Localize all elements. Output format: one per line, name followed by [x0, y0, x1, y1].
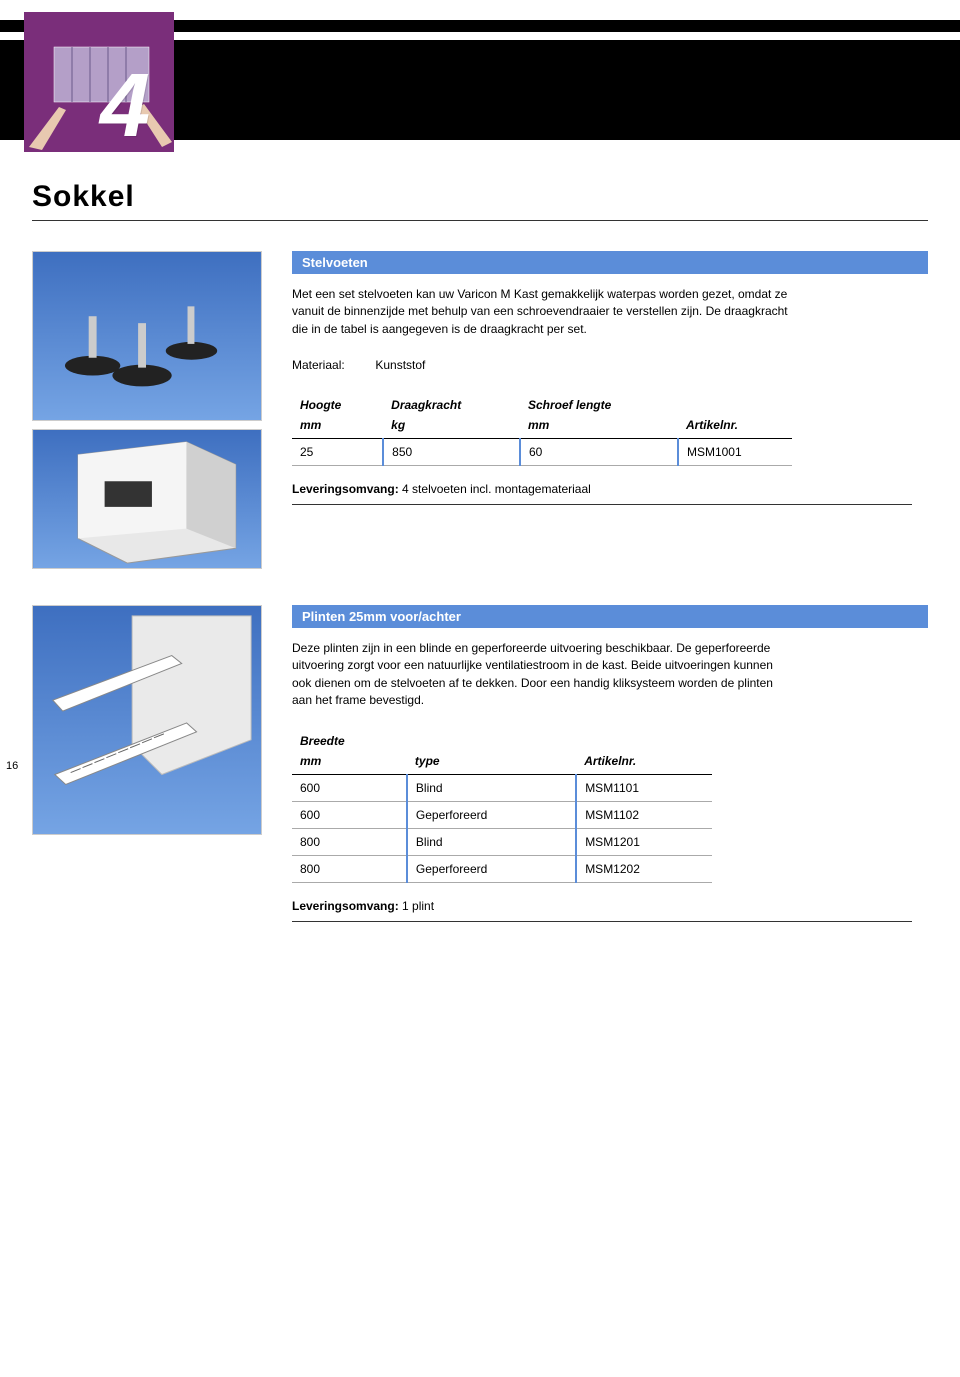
- cell: 600: [292, 774, 407, 801]
- page-header: 4: [0, 0, 960, 140]
- cell: MSM1102: [576, 801, 712, 828]
- chapter-thumb-image: [24, 12, 174, 152]
- delivery-label: Leveringsomvang:: [292, 899, 399, 913]
- table-row: 800 Geperforeerd MSM1202: [292, 855, 712, 882]
- delivery-line-2: Leveringsomvang: 1 plint: [292, 899, 912, 922]
- cell: 600: [292, 801, 407, 828]
- cell: 800: [292, 828, 407, 855]
- delivery-value: 4 stelvoeten incl. montagemateriaal: [402, 482, 591, 496]
- chapter-number: 4: [100, 55, 150, 158]
- col-header: Draagkracht: [383, 394, 520, 416]
- delivery-value: 1 plint: [402, 899, 434, 913]
- cell: Blind: [407, 774, 576, 801]
- title-rule: [32, 220, 928, 221]
- table-row: 25 850 60 MSM1001: [292, 439, 792, 466]
- table-row: 600 Blind MSM1101: [292, 774, 712, 801]
- product-image-stelvoeten: [32, 251, 262, 421]
- section-description-stelvoeten: Met een set stelvoeten kan uw Varicon M …: [292, 286, 792, 338]
- cell: MSM1001: [678, 439, 792, 466]
- page-number: 16: [6, 760, 18, 772]
- product-image-cabinet: [32, 429, 262, 569]
- col-unit: type: [407, 752, 576, 775]
- col-unit: mm: [292, 752, 407, 775]
- cell: 800: [292, 855, 407, 882]
- cell: MSM1201: [576, 828, 712, 855]
- cell: 25: [292, 439, 383, 466]
- page-title: Sokkel: [32, 180, 960, 214]
- cell: 60: [520, 439, 678, 466]
- col-unit: Artikelnr.: [576, 752, 712, 775]
- col-header: Breedte: [292, 730, 407, 752]
- cell: MSM1101: [576, 774, 712, 801]
- material-value: Kunststof: [375, 358, 425, 372]
- section-description-plinten: Deze plinten zijn in een blinde en geper…: [292, 640, 792, 710]
- col-unit: kg: [383, 416, 520, 439]
- delivery-line-1: Leveringsomvang: 4 stelvoeten incl. mont…: [292, 482, 912, 505]
- cell: Geperforeerd: [407, 855, 576, 882]
- material-label: Materiaal:: [292, 358, 372, 372]
- cell: Geperforeerd: [407, 801, 576, 828]
- table-row: 800 Blind MSM1201: [292, 828, 712, 855]
- section-heading-plinten: Plinten 25mm voor/achter: [292, 605, 928, 628]
- col-header: [576, 730, 712, 752]
- col-unit: Artikelnr.: [678, 416, 792, 439]
- cell: Blind: [407, 828, 576, 855]
- product-image-plinten: [32, 605, 262, 835]
- table-plinten: Breedte mm type Artikelnr. 600 Blind MSM…: [292, 730, 712, 883]
- table-stelvoeten: Hoogte Draagkracht Schroef lengte mm kg …: [292, 394, 792, 466]
- table-row: 600 Geperforeerd MSM1102: [292, 801, 712, 828]
- cell: 850: [383, 439, 520, 466]
- section-stelvoeten: Stelvoeten Met een set stelvoeten kan uw…: [32, 251, 928, 569]
- col-header: Schroef lengte: [520, 394, 678, 416]
- col-unit: mm: [292, 416, 383, 439]
- col-header: [678, 394, 792, 416]
- col-header: [407, 730, 576, 752]
- col-unit: mm: [520, 416, 678, 439]
- section-plinten: Plinten 25mm voor/achter Deze plinten zi…: [32, 605, 928, 922]
- section-heading-stelvoeten: Stelvoeten: [292, 251, 928, 274]
- col-header: Hoogte: [292, 394, 383, 416]
- material-line: Materiaal: Kunststof: [292, 358, 928, 372]
- delivery-label: Leveringsomvang:: [292, 482, 399, 496]
- cell: MSM1202: [576, 855, 712, 882]
